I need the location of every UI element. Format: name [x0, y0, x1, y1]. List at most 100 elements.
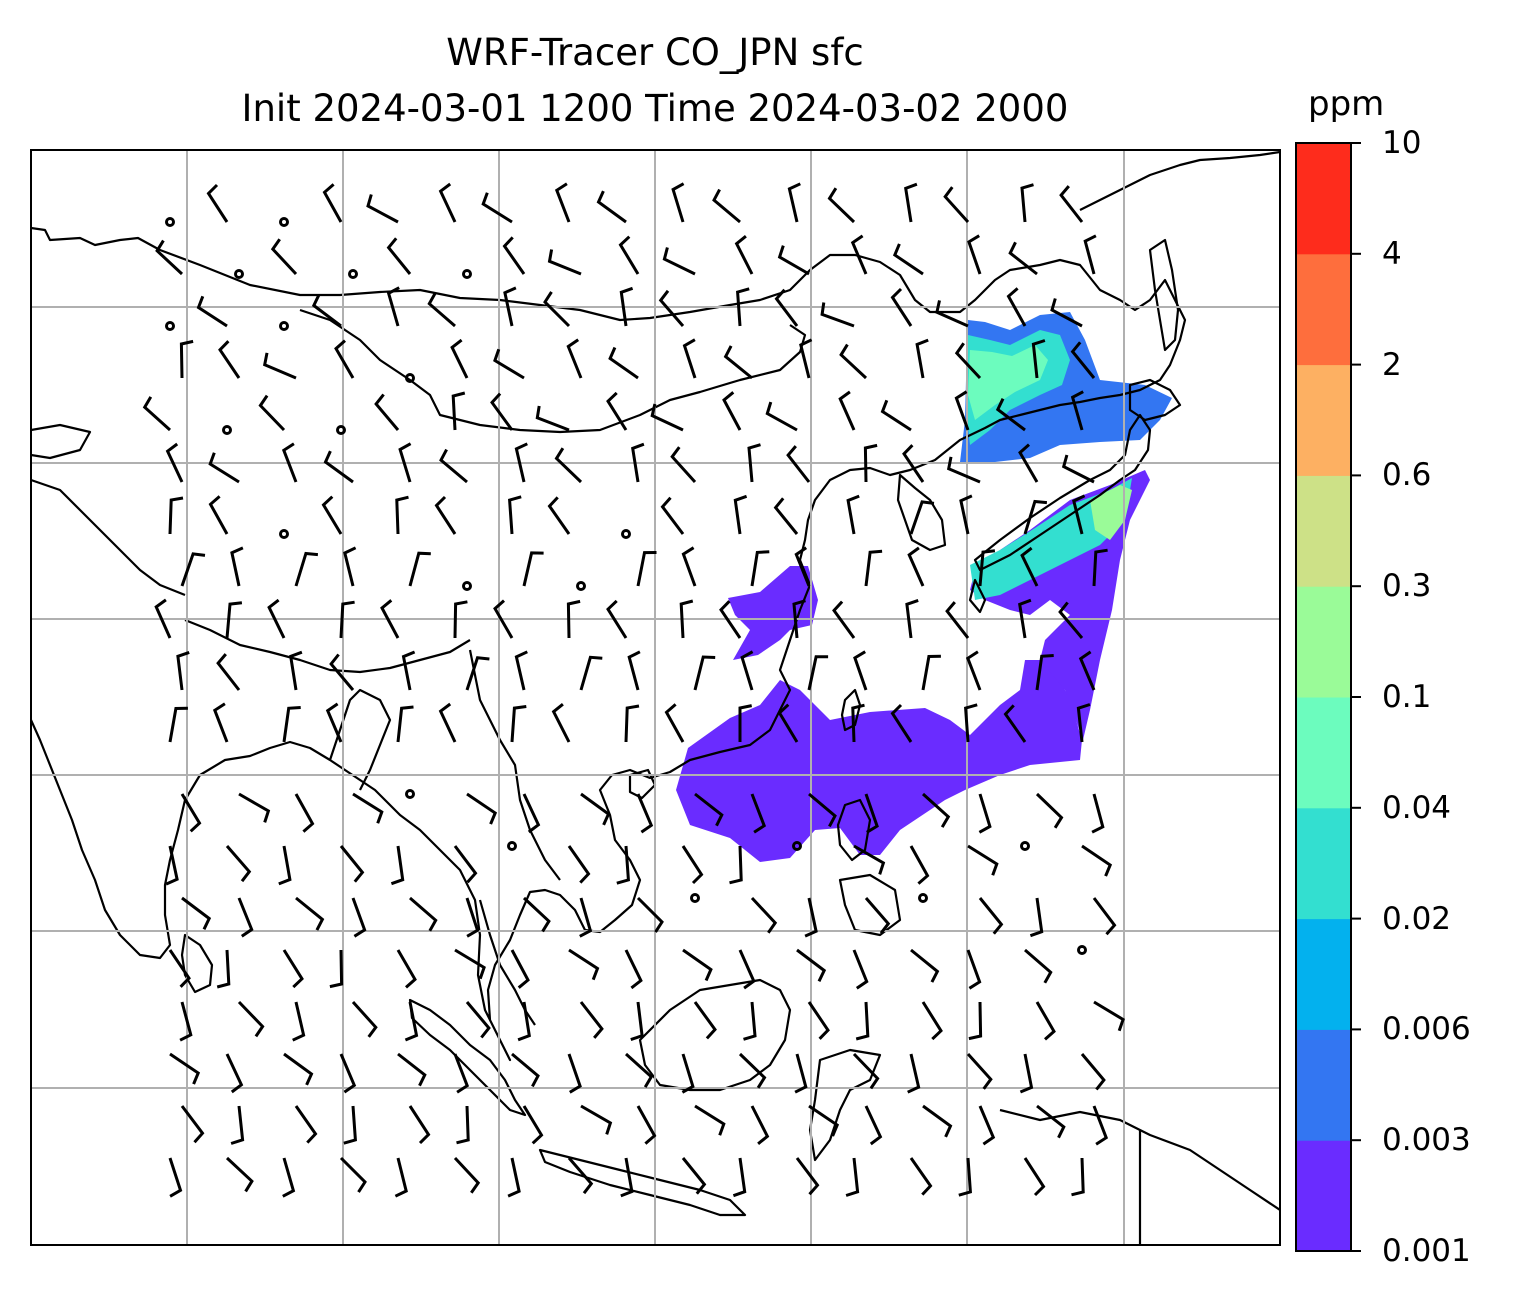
wind-barb [453, 600, 468, 639]
wind-barb [670, 446, 697, 484]
wind-barb [966, 949, 982, 990]
wind-barb [374, 393, 400, 431]
wind-barb [451, 391, 466, 431]
wind-barb [890, 703, 913, 743]
wind-barb [408, 1105, 431, 1145]
wind-barb [322, 183, 343, 223]
wind-barb [181, 896, 212, 930]
wind-barb [807, 1001, 830, 1040]
wind-barb [180, 552, 206, 587]
wind-barb [733, 494, 748, 535]
wind-barb [722, 391, 742, 431]
wind-barb [404, 1001, 419, 1042]
wind-barb [212, 702, 229, 743]
wind-barb [325, 702, 343, 743]
coastline-sakhalin [1148, 238, 1180, 352]
wind-barb [343, 546, 357, 587]
wind-barb [579, 655, 603, 691]
wind-barb [456, 1105, 470, 1145]
wind-barb [995, 398, 1026, 432]
wind-barb [567, 1053, 582, 1094]
wind-barb [168, 496, 184, 535]
wind-barb [1050, 298, 1083, 328]
wind-barb [323, 450, 354, 484]
wind-barb-calm [462, 269, 472, 279]
wind-barb-calm [279, 529, 289, 539]
coastline-kamchatka-edge [1079, 150, 1280, 211]
wind-barb [804, 897, 818, 938]
wind-barb [450, 338, 469, 379]
colorbar-tick-label: 0.6 [1382, 457, 1432, 494]
wind-barb [636, 896, 664, 933]
wind-barb [606, 599, 628, 639]
border-china-mongolia [299, 308, 807, 434]
wind-barb [905, 598, 919, 639]
wind-barb [454, 948, 486, 980]
wind-barb [514, 442, 528, 483]
wind-barb [294, 551, 319, 587]
wind-barb [743, 1001, 757, 1041]
wind-barb [827, 187, 856, 224]
wind-barb [547, 496, 571, 535]
wind-barb [401, 650, 416, 691]
wind-barb [1020, 546, 1039, 587]
wind-barb [216, 949, 231, 989]
wind-barb [978, 793, 992, 834]
wind-barb [738, 1052, 767, 1089]
wind-barb [852, 1052, 880, 1090]
wind-barb [935, 300, 969, 328]
plume-manchuria-peak [968, 345, 1048, 420]
wind-barb [566, 338, 583, 379]
wind-barb [902, 444, 925, 483]
wind-barb-calm [234, 269, 244, 279]
wind-barb-calm [690, 893, 700, 903]
wind-barb [907, 546, 925, 587]
wind-barb [1006, 287, 1027, 327]
wind-barb [517, 1001, 531, 1042]
wind-barb [620, 1157, 634, 1198]
wind-barb [965, 650, 982, 691]
tracer-plume [676, 312, 1172, 862]
coastline-philippines-south [838, 873, 902, 937]
wind-barb [1083, 234, 1097, 275]
wind-barb [967, 844, 999, 876]
wind-barb [390, 845, 405, 886]
wind-barb [1035, 792, 1064, 829]
wind-barb [946, 456, 981, 484]
wind-barb [466, 792, 498, 825]
wind-barb [465, 656, 490, 691]
wind-barb [1059, 185, 1084, 223]
wind-barb [774, 288, 799, 327]
wind-barb [1072, 494, 1086, 535]
wind-barb-calm [336, 425, 346, 435]
wind-barb [1078, 650, 1096, 691]
wind-barb [169, 1052, 201, 1085]
wind-barb [734, 235, 754, 275]
wind-barb-calm [792, 841, 802, 851]
wind-barb [398, 442, 412, 483]
wind-barb [543, 291, 571, 328]
plume-south-china [676, 660, 1082, 862]
wind-barb [352, 792, 384, 824]
wind-barb [852, 949, 869, 990]
wind-barb [832, 600, 856, 639]
wind-barb-calm [507, 841, 517, 851]
wind-barb [808, 792, 837, 828]
wind-barb [1019, 1053, 1034, 1094]
coastline-java [538, 1148, 747, 1217]
wind-barb [1036, 1104, 1066, 1139]
wind-barb [1058, 601, 1084, 639]
wind-barb [910, 948, 940, 983]
wind-barb [681, 1053, 695, 1094]
wind-barb [786, 445, 811, 483]
wind-barb [964, 703, 978, 743]
wind-barb [1008, 241, 1038, 276]
wind-barb [551, 703, 571, 743]
colorbar-swatch [1296, 807, 1351, 920]
wind-barb [547, 249, 582, 276]
border-himalaya [184, 618, 471, 674]
wind-barb [954, 342, 982, 380]
wind-barb [606, 391, 628, 431]
wind-barb [493, 599, 514, 639]
wind-barb [294, 1105, 318, 1144]
